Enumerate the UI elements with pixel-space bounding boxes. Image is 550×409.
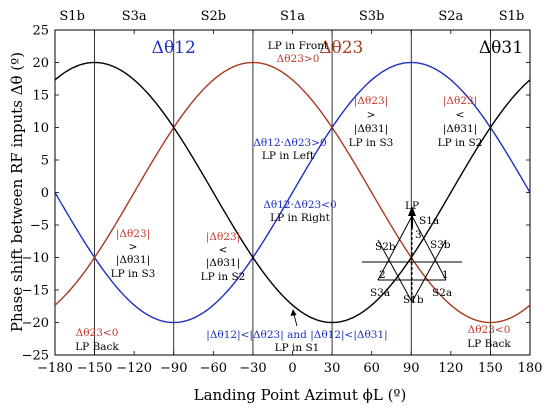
inset-label-2: 2	[379, 269, 386, 281]
annotation-front-1: LP in Front	[268, 40, 329, 52]
inset-label-s3a: S3a	[370, 287, 390, 299]
x-tick-label-11: 150	[478, 361, 503, 376]
x-tick-label-3: −90	[160, 361, 187, 376]
annotation-s2-left-4: LP in S2	[201, 271, 246, 283]
annotation-s2-right-1: |Δθ23|	[443, 95, 477, 108]
y-tick-label-7: 10	[32, 121, 49, 136]
annotation-s3-left-1: |Δθ23|	[116, 228, 150, 241]
sector-inset-diagram: LP S1a S2b S3b S3a S2a S1b 1 2 3	[362, 200, 462, 306]
sector-labels: S1b S3a S2b S1a S3b S2a S1b	[59, 9, 524, 24]
sector-label-2: S2b	[201, 9, 227, 24]
sector-label-1: S3a	[122, 9, 147, 24]
annotation-back-left-2: LP Back	[75, 341, 119, 353]
annotation-s1-1: |Δθ12|<|Δθ23| and |Δθ12|<|Δθ31|	[206, 329, 387, 342]
annotation-back-right-2: LP Back	[467, 338, 511, 350]
x-tick-label-7: 30	[324, 361, 341, 376]
y-tick-label-2: −15	[22, 284, 49, 299]
x-tick-label-0: −180	[37, 361, 73, 376]
x-tick-label-8: 60	[363, 361, 380, 376]
annotations: LP in Front Δθ23>0 Δθ12·Δθ23>0 LP in Lef…	[75, 40, 511, 354]
inset-label-1: 1	[442, 269, 449, 281]
sector-label-6: S1b	[499, 9, 525, 24]
series-label-2: Δθ31	[479, 38, 523, 58]
y-tick-label-9: 20	[32, 56, 49, 71]
inset-label-lp: LP	[405, 200, 419, 212]
inset-triangle-a-left	[377, 215, 413, 281]
x-tick-label-12: 180	[518, 361, 543, 376]
y-tick-label-1: −20	[22, 316, 49, 331]
annotation-s1-arrowhead	[290, 309, 297, 316]
annotation-right-1: Δθ12·Δθ23<0	[263, 199, 336, 211]
inset-label-3: 3	[415, 229, 422, 241]
x-tick-label-1: −150	[77, 361, 113, 376]
axis-ticks: −180 −150 −120 −90 −60 −30 0 30 60 90 120 150 180−25…	[22, 24, 543, 377]
sector-label-3: S1a	[280, 9, 305, 24]
annotation-s1-2: LP in S1	[275, 342, 320, 354]
inset-label-s1a: S1a	[419, 215, 439, 227]
inset-triangle-a-right	[411, 215, 447, 281]
series-label-1: Δθ23	[319, 38, 363, 58]
x-axis-title: Landing Point Azimut ϕL (º)	[194, 386, 407, 404]
annotation-s2-left-3: |Δθ31|	[206, 257, 240, 270]
curve-labels: Δθ12 Δθ23 Δθ31	[152, 38, 523, 58]
x-tick-label-6: 0	[288, 361, 296, 376]
sector-label-5: S2a	[438, 9, 463, 24]
annotation-s2-left-2: <	[219, 244, 228, 256]
x-tick-label-4: −60	[200, 361, 227, 376]
y-tick-label-0: −25	[22, 349, 49, 364]
sector-label-0: S1b	[59, 9, 85, 24]
annotation-left-2: LP in Left	[262, 150, 315, 162]
annotation-s3-left-3: |Δθ31|	[116, 254, 150, 267]
y-tick-label-4: −5	[30, 219, 49, 234]
annotation-s2-right-2: <	[456, 109, 465, 121]
x-tick-label-9: 90	[403, 361, 420, 376]
inset-label-s1b: S1b	[403, 294, 424, 306]
inset-label-s2a: S2a	[432, 287, 452, 299]
y-tick-label-3: −10	[22, 251, 49, 266]
annotation-s2-right-3: |Δθ31|	[443, 123, 477, 136]
series-line-1	[54, 61, 531, 324]
annotation-left-1: Δθ12·Δθ23>0	[253, 137, 326, 149]
annotation-s3-left-2: >	[129, 241, 138, 253]
annotation-s3-left-4: LP in S3	[111, 268, 156, 280]
annotation-right-2: LP in Right	[270, 212, 331, 224]
x-tick-label-10: 120	[438, 361, 463, 376]
x-tick-label-2: −120	[116, 361, 152, 376]
annotation-s2-right-4: LP in S2	[438, 137, 483, 149]
annotation-back-left-1: Δθ23<0	[76, 327, 119, 339]
inset-label-s3b: S3b	[430, 239, 451, 251]
annotation-s3-right-3: |Δθ31|	[354, 123, 388, 136]
y-tick-label-5: 0	[41, 186, 49, 201]
inset-triangle-b-left	[377, 239, 413, 303]
phase-curves	[54, 61, 531, 324]
annotation-s3-right-2: >	[367, 109, 376, 121]
y-axis-title: Phase shift between RF inputs Δθ (º)	[8, 52, 26, 332]
series-label-0: Δθ12	[152, 38, 196, 58]
annotation-s2-left-1: |Δθ23|	[206, 231, 240, 244]
inset-arrow-head	[408, 206, 416, 216]
sector-label-4: S3b	[359, 9, 385, 24]
y-tick-label-10: 25	[32, 24, 49, 39]
y-tick-label-6: 5	[41, 154, 49, 169]
annotation-back-right-1: Δθ23<0	[468, 324, 511, 336]
y-tick-label-8: 15	[32, 89, 49, 104]
series-line-2	[54, 61, 531, 324]
x-tick-label-5: −30	[239, 361, 266, 376]
series-line-0	[54, 61, 531, 324]
inset-label-s2b: S2b	[375, 241, 396, 253]
annotation-s3-right-4: LP in S3	[349, 137, 394, 149]
annotation-front-2: Δθ23>0	[277, 53, 320, 65]
annotation-s3-right-1: |Δθ23|	[354, 95, 388, 108]
inset-triangle-b-right	[411, 239, 447, 303]
